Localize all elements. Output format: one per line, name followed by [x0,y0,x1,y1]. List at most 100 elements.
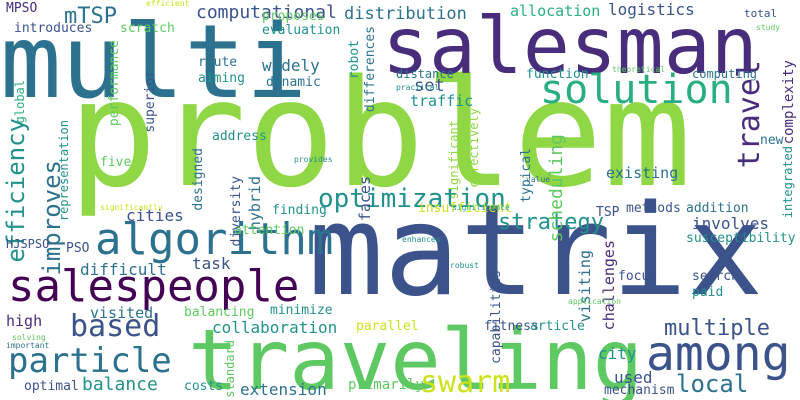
word-address: address [212,129,267,144]
word-based: based [70,309,161,344]
word-result: result [196,41,225,50]
word-traveling: traveling [188,311,644,400]
word-mechanism: mechanism [604,383,675,398]
word-addition: addition [686,201,749,216]
word-enhances: enhances [402,235,441,244]
word-performance: performance [107,40,122,127]
word-aiming: aiming [198,71,245,86]
word-distance: distance [396,67,454,81]
word-value: value [526,175,551,184]
word-particle: particle [8,341,172,381]
word-paid: paid [692,285,724,300]
word-allocation: allocation [510,2,601,20]
word-MPSO: MPSO [6,1,38,16]
word-involves: involves [692,214,770,233]
word-cities: cities [126,206,184,225]
word-representation: representation [57,120,71,222]
word-logistics: logistics [608,0,695,19]
word-difficult: difficult [80,260,167,279]
word-task: task [192,254,231,273]
word-solving: solving [12,333,46,342]
word-theoretical: theoretical [612,65,665,74]
word-superior: superior [143,70,158,133]
word-practical: practical [396,83,440,92]
word-collaboration: collaboration [212,318,338,337]
word-visiting: visiting [576,250,594,323]
word-introduces: introduces [14,21,93,36]
word-visited: visited [90,304,154,322]
word-multi: multi [0,3,308,122]
word-among: among [646,326,791,382]
word-insufficient: insufficient [418,201,512,216]
word-widely: widely [262,56,320,75]
word-strategy: strategy [498,210,604,235]
word-efficient: efficient [146,0,190,8]
word-traffic: traffic [410,92,474,110]
word-minimize: minimize [270,303,333,318]
word-susceptibility: susceptibility [686,231,796,246]
word-robot: robot [347,40,362,80]
word-route: route [198,55,238,70]
word-significance: significance [452,203,510,212]
word-significant: significant [447,120,461,200]
word-focus: focus [618,269,658,284]
word-balance: balance [82,374,158,395]
word-new: new [760,133,784,148]
word-global: global [13,80,27,124]
word-challenges: challenges [600,240,618,331]
word-parallel: parallel [356,319,419,334]
word-scheduling: scheduling [546,134,567,243]
word-article: article [530,319,585,334]
word-local: local [676,370,749,398]
word-used: used [614,368,653,387]
word-methods: methods [626,201,681,216]
word-dynamic: dynamic [266,75,321,90]
word-balancing: balancing [184,305,255,320]
word-solution: solution [540,67,733,113]
word-computational: computational [196,2,337,23]
word-attention: attention [234,223,305,238]
word-complexity: complexity [781,60,797,145]
word-existing: existing [606,164,679,182]
word-salespeople: salespeople [8,261,300,312]
word-TSP: TSP [596,205,620,220]
word-set: set [414,76,445,96]
word-high: high [6,312,43,330]
word-provides: provides [294,155,333,164]
word-optimal: optimal [24,379,79,394]
word-distribution: distribution [344,4,467,24]
word-matrix: matrix [308,177,764,324]
word-important: important [6,341,50,350]
word-capabilities: capabilities [489,270,504,364]
word-integrated: integrated [781,146,795,219]
word-primarily: primarily [348,377,424,393]
word-robust: robust [450,261,479,270]
word-salesman: salesman [382,2,758,92]
word-differences: differences [363,26,378,113]
word-city: city [598,344,637,363]
word-faces: faces [356,176,374,222]
word-effectively: effectively [467,108,481,188]
word-fitness: fitness [484,319,539,334]
word-scratch: scratch [120,21,175,36]
word-standard: standard [223,340,237,398]
word-algorithm: algorithm [95,214,334,265]
word-extension: extension [240,380,327,399]
word-evaluation: evaluation [262,23,341,38]
word-swarm: swarm [420,365,511,400]
word-significantly: significantly [100,203,163,212]
word-total: total [744,7,778,20]
word-proposes: proposes [262,9,325,24]
word-finding: finding [272,203,327,218]
word-designed: designed [191,148,206,211]
word-HJSPSO: HJSPSO [6,237,50,251]
word-mTSP: mTSP [64,4,117,29]
word-optimization: optimization [318,184,506,214]
word-function: function [526,67,589,82]
word-study: study [756,23,781,32]
word-costs: costs [184,379,224,394]
word-search: search [692,269,739,284]
word-computing: computing [692,67,758,81]
word-problem: problem [68,48,692,220]
